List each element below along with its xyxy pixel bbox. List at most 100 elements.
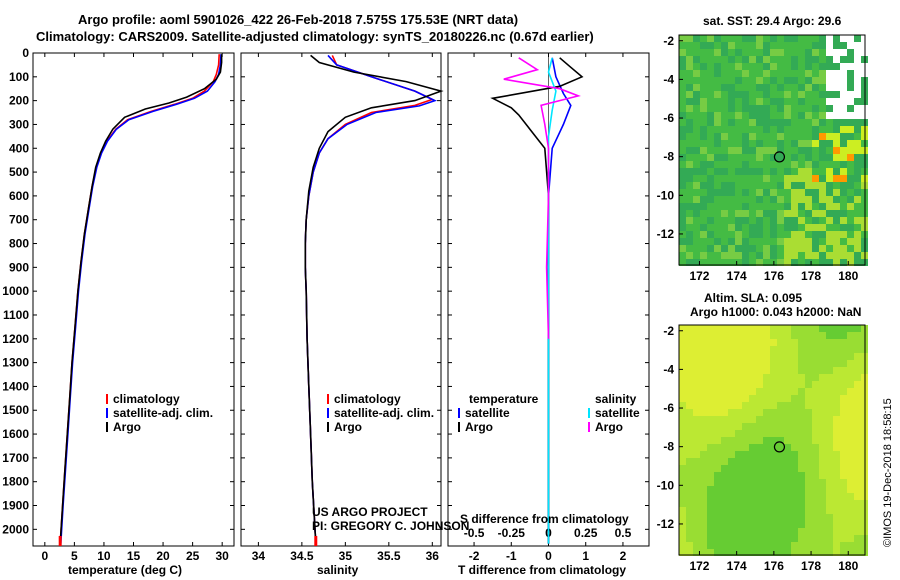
difference-profile-xtick-label: 2 [620,549,627,563]
sla-ytick-label: -4 [663,362,674,376]
temperature-profile-frame [32,52,235,547]
temperature-profile-xtick-label: 10 [97,549,111,563]
header-line2: Climatology: CARS2009. Satellite-adjuste… [36,29,594,44]
pi-annotation: PI: GREGORY C. JOHNSON [312,519,469,533]
sla-map [679,325,868,556]
s-diff-tick-label: -0.5 [464,526,485,540]
depth-tick-label: 600 [9,189,29,203]
t-diff-xlabel: T difference from climatology [458,563,627,577]
salinity-profile-xtick-label: 36 [426,549,440,563]
depth-tick-label: 100 [9,70,29,84]
sst-ytick-label: -4 [663,72,674,86]
sst-ytick-label: -12 [657,227,675,241]
salinity-legend-label: Argo [334,420,362,434]
depth-tick-label: 1200 [2,332,29,346]
sla-float-marker [773,441,786,453]
sla-map-title1: Altim. SLA: 0.095 [704,291,803,305]
salinity-profile-xtick-label: 34 [252,549,266,563]
sla-ytick-label: -6 [663,401,674,415]
s-diff-tick-label: 0.25 [574,526,598,540]
sla-map-title2: Argo h1000: 0.043 h2000: NaN [690,305,862,319]
sst-ytick-label: -6 [663,111,674,125]
difference-profile-series-s-argo [503,57,581,339]
salinity-profile-series-argo [304,54,444,544]
difference-profile-xtick-label: -1 [506,549,517,563]
difference-profile-xtick-label: 0 [545,549,552,563]
temperature-profile-xtick-label: 15 [127,549,141,563]
sla-ytick-label: -10 [657,478,675,492]
sst-map [679,35,868,266]
sla-map-frame [678,324,866,556]
sst-xtick-label: 178 [801,269,821,283]
depth-tick-label: 1300 [2,356,29,370]
temperature-profile-xtick-label: 25 [186,549,200,563]
sla-xtick-label: 180 [838,559,858,573]
sst-xtick-label: 174 [727,269,747,283]
depth-tick-label: 1900 [2,499,29,513]
sst-xtick-label: 180 [838,269,858,283]
depth-tick-label: 1000 [2,284,29,298]
difference-profile-xtick-label: -2 [469,549,480,563]
depth-tick-label: 700 [9,213,29,227]
difference-profile-series-t-satellite [547,57,572,544]
depth-tick-label: 1400 [2,379,29,393]
salinity-profile-series-satellite [304,54,438,544]
temperature-profile-xtick-label: 30 [215,549,229,563]
temperature-profile-xtick-label: 5 [71,549,78,563]
difference-profile-xtick-label: 1 [582,549,589,563]
salinity-profile-xtick-label: 35.5 [377,549,401,563]
temperature-profile-series-satellite [60,54,222,544]
difference-profile-series-s-satellite [547,57,557,544]
sla-xtick-label: 174 [727,559,747,573]
sst-xtick-label: 176 [764,269,784,283]
salinity-profile-xtick-label: 34.5 [290,549,314,563]
temperature-profile-xtick-label: 0 [41,549,48,563]
temperature-legend-label: climatology [113,392,180,406]
depth-tick-label: 300 [9,117,29,131]
diff-right-legend-label: Argo [595,420,623,434]
temperature-profile-xtick-label: 20 [156,549,170,563]
diff-left-legend-label: Argo [465,420,493,434]
salinity-profile-xtick-label: 35 [339,549,353,563]
temperature-legend-label: satellite-adj. clim. [113,406,213,420]
temperature-profile-series-climatology [59,54,220,544]
salinity-profile-frame [240,52,442,547]
salinity-xlabel: salinity [317,563,359,577]
project-annotation: US ARGO PROJECT [312,505,428,519]
diff-right-legend-label: satellite [595,406,640,420]
sla-ytick-label: -12 [657,517,675,531]
temperature-profile-series-argo [59,54,223,544]
diff-legend-right-title: salinity [595,392,637,406]
depth-tick-label: 1600 [2,427,29,441]
difference-profile-series-t-argo [490,57,584,544]
depth-tick-label: 1800 [2,475,29,489]
depth-tick-label: 800 [9,237,29,251]
diff-left-legend-label: satellite [465,406,510,420]
sst-float-marker [773,151,786,163]
salinity-legend-label: satellite-adj. clim. [334,406,434,420]
sst-ytick-label: -8 [663,150,674,164]
depth-tick-label: 1500 [2,403,29,417]
depth-tick-label: 500 [9,165,29,179]
depth-tick-label: 2000 [2,522,29,536]
sst-ytick-label: -10 [657,188,675,202]
temperature-xlabel: temperature (deg C) [68,563,183,577]
sla-xtick-label: 172 [689,559,709,573]
sla-xtick-label: 178 [801,559,821,573]
depth-tick-label: 1100 [3,308,29,322]
header-line1: Argo profile: aoml 5901026_422 26-Feb-20… [78,12,519,27]
depth-tick-label: 400 [9,141,29,155]
s-diff-tick-label: 0.5 [615,526,632,540]
depth-tick-label: 200 [9,94,29,108]
imos-footer: ©IMOS 19-Dec-2018 18:58:15 [882,398,894,547]
salinity-legend-label: climatology [334,392,401,406]
sla-ytick-label: -2 [663,324,674,338]
sst-xtick-label: 172 [689,269,709,283]
temperature-legend-label: Argo [113,420,141,434]
sst-map-title: sat. SST: 29.4 Argo: 29.6 [703,14,842,28]
diff-legend-left-title: temperature [469,392,539,406]
depth-tick-label: 900 [9,260,29,274]
sst-map-frame [678,34,866,266]
sla-ytick-label: -8 [663,440,674,454]
